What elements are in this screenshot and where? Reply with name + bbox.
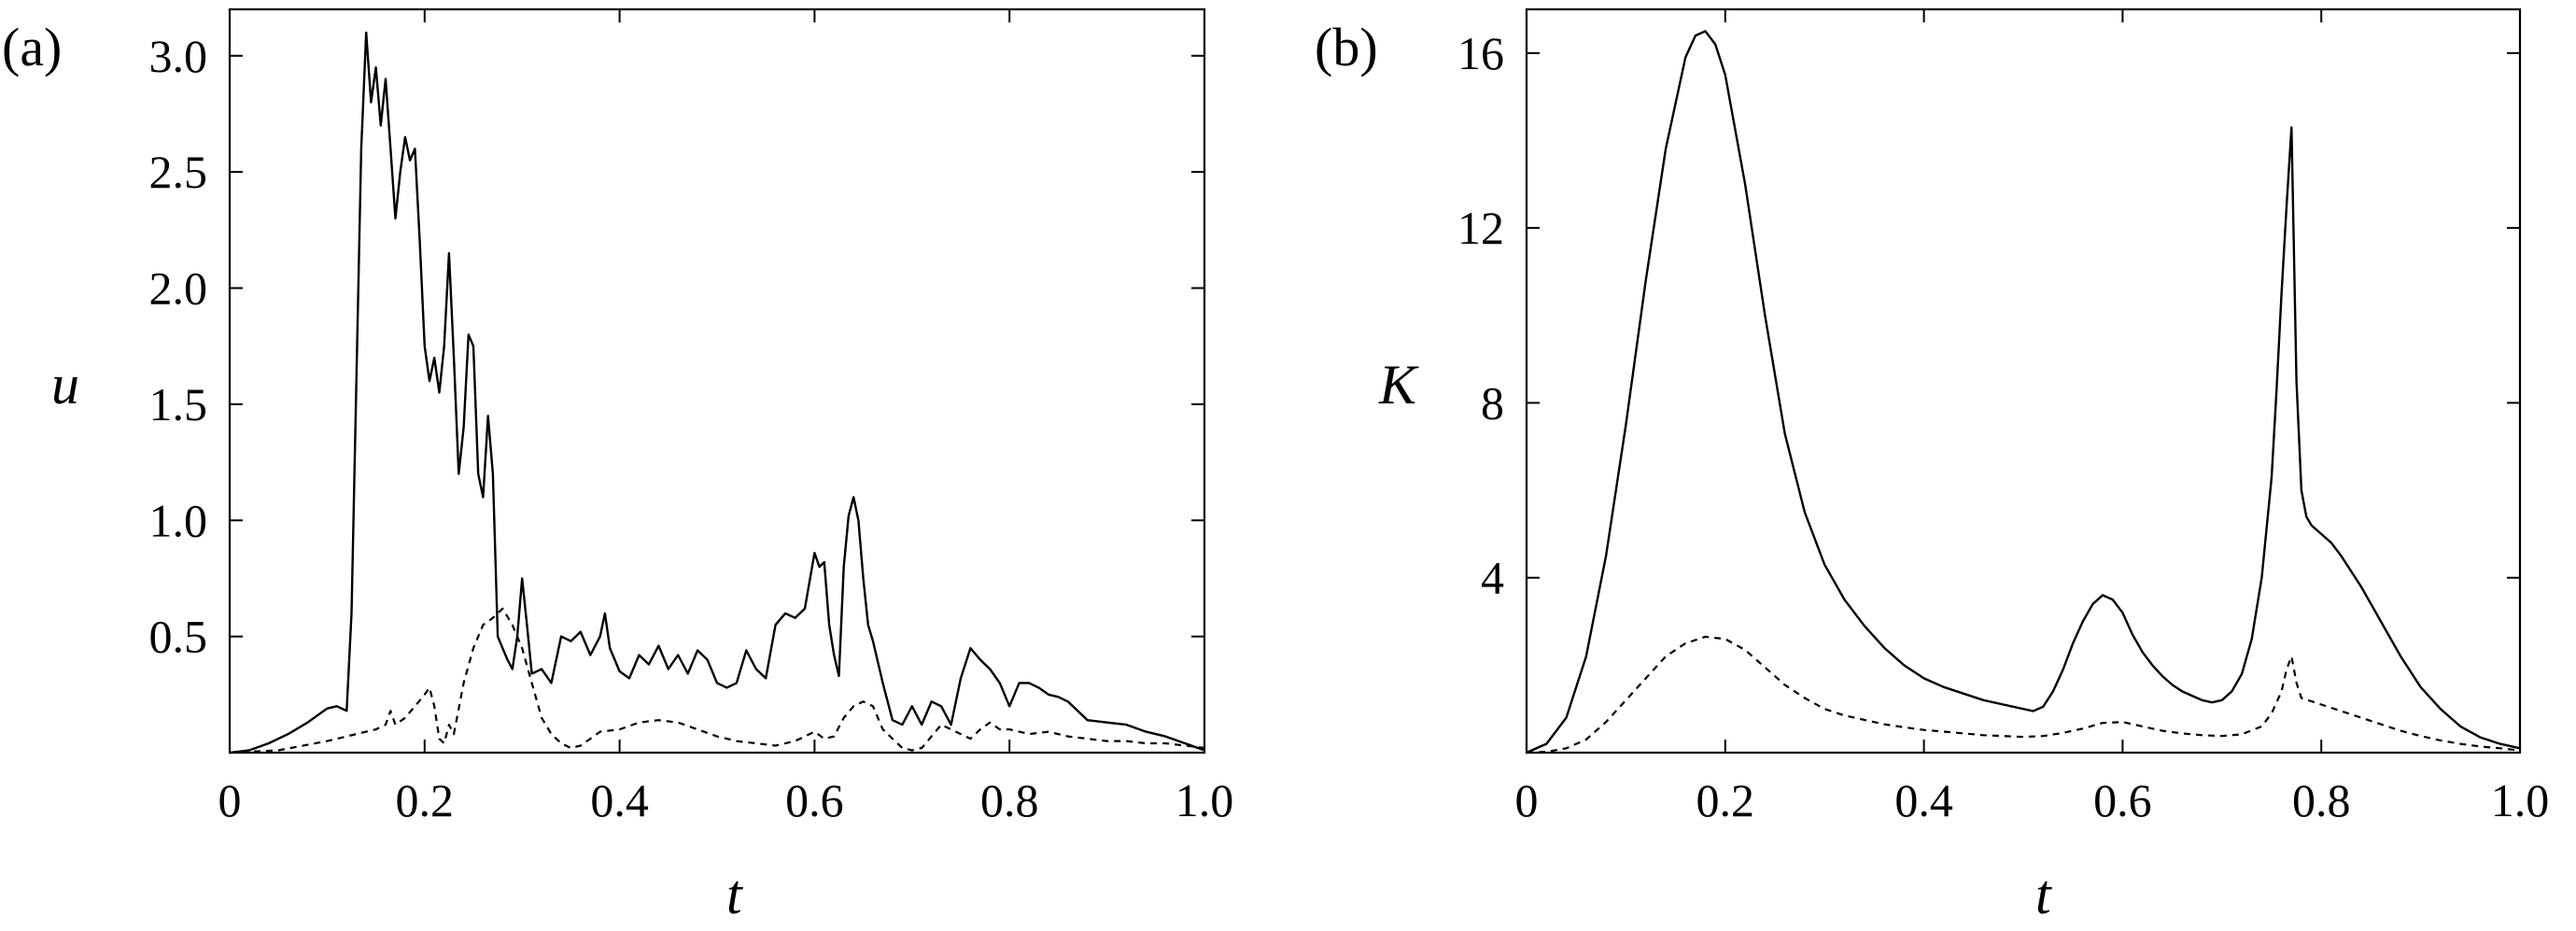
- panel-a-xtick-label: 1.0: [1175, 774, 1234, 826]
- panel-a-ticks: 0 0.2 0.4 0.6 0.8 1.0 0.5 1.0 1.5 2.0 2.5 3.0: [149, 9, 1234, 826]
- panel-b-series-solid-line: [1526, 30, 2521, 755]
- panel-a-ytick-label: 1.0: [149, 494, 208, 546]
- panel-a-series-layer: [229, 31, 1205, 755]
- panel-a-xlabel: t: [726, 864, 743, 925]
- panel-b-xtick-label: 0.4: [1894, 774, 1953, 826]
- panel-b-series-layer: [1526, 30, 2521, 755]
- panel-b-ytick-label: 8: [1481, 376, 1504, 429]
- panel-b-frame: [1525, 7, 2522, 755]
- panel-b-xtick-label: 0.8: [2292, 774, 2351, 826]
- panel-a-ylabel: u: [51, 354, 79, 416]
- panel-b-ytick-label: 12: [1457, 202, 1504, 254]
- panel-a-xtick-label: 0.4: [590, 774, 649, 826]
- panel-b-xlabel: t: [2035, 864, 2052, 925]
- panel-b-xtick-label: 0.6: [2093, 774, 2152, 826]
- panel-a-xtick-label: 0.2: [396, 774, 455, 826]
- panel-a-series-solid-line: [229, 31, 1205, 755]
- panel-a-xtick-label: 0.8: [980, 774, 1039, 826]
- panel-b-series-dashed-line: [1526, 635, 2521, 755]
- panel-b-label: (b): [1315, 17, 1378, 78]
- panel-a-ytick-label: 2.5: [149, 146, 208, 198]
- panel-b-ylabel: K: [1378, 354, 1419, 416]
- panel-b-xtick-label: 0: [1515, 774, 1539, 826]
- panel-a-ytick-label: 0.5: [149, 611, 208, 663]
- panel-a-ytick-label: 2.0: [149, 262, 208, 315]
- panel-a-label: (a): [2, 17, 62, 78]
- panel-b-ytick-label: 16: [1457, 27, 1504, 79]
- panel-b-chart: (b) K t 0 0.2 0.4 0.6 0.8 1.0 4 8 12 16: [1315, 7, 2549, 925]
- panel-a-chart: (a) u t 0 0.2 0.4 0.6 0.8 1.0 0.5 1.0 1.5 2.0 2.5 3…: [2, 7, 1234, 925]
- panel-b-ticks: 0 0.2 0.4 0.6 0.8 1.0 4 8 12 16: [1457, 9, 2549, 826]
- panel-a-ytick-label: 1.5: [149, 378, 208, 430]
- panel-b-xtick-label: 1.0: [2491, 774, 2550, 826]
- panel-a-xtick-label: 0.6: [785, 774, 844, 826]
- panel-a-xtick-label: 0: [218, 774, 242, 826]
- panel-a-frame: [228, 7, 1206, 755]
- panel-a-series-dashed-line: [229, 607, 1205, 755]
- panel-a-ytick-label: 3.0: [149, 30, 208, 82]
- panel-b-ytick-label: 4: [1481, 552, 1504, 604]
- panel-b-xtick-label: 0.2: [1696, 774, 1755, 826]
